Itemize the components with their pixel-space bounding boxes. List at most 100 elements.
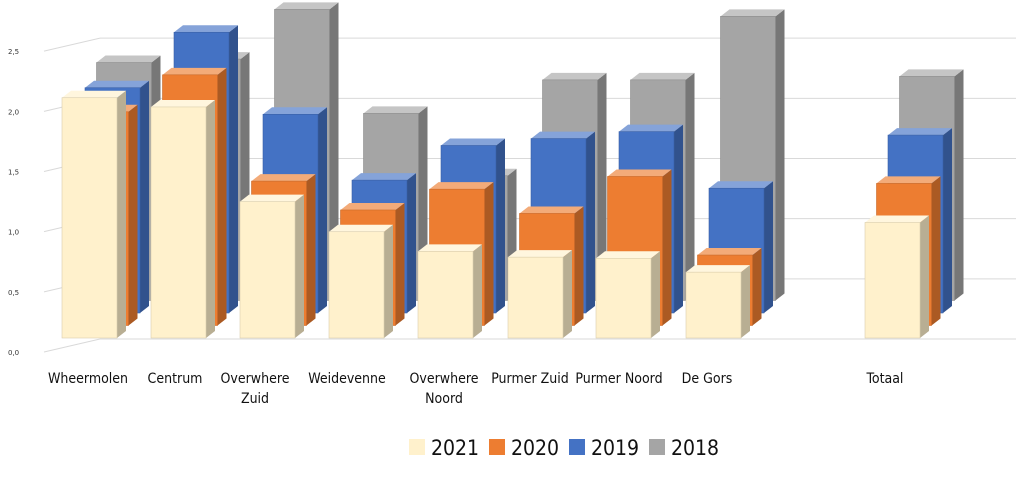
bar-2021-0 bbox=[61, 90, 126, 339]
bar-2021-7 bbox=[685, 265, 750, 339]
x-category-label: De Gors bbox=[682, 371, 733, 387]
bar-front bbox=[61, 97, 118, 339]
bar-side bbox=[662, 169, 672, 326]
x-category-label-line: Noord bbox=[425, 391, 463, 407]
x-category-label-line: Wheermolen bbox=[48, 371, 128, 387]
gridline-diagonal bbox=[43, 37, 101, 52]
bar-top bbox=[888, 128, 952, 136]
bar-top bbox=[151, 99, 215, 107]
x-category-label: Overwhere Noord bbox=[410, 371, 479, 407]
bar-2021-8 bbox=[864, 215, 929, 339]
bar-front bbox=[685, 271, 742, 339]
bar-top bbox=[85, 80, 149, 88]
bar-2021-2 bbox=[239, 194, 304, 339]
legend-label: 2019 bbox=[591, 436, 639, 460]
bar-side bbox=[473, 244, 482, 338]
bar-2021-4 bbox=[417, 244, 482, 339]
bar-side bbox=[651, 251, 660, 338]
bar-top bbox=[340, 202, 405, 210]
bar-top bbox=[240, 194, 304, 202]
bar-side bbox=[318, 107, 327, 313]
bar-side bbox=[674, 124, 683, 313]
x-category-label-line: Overwhere bbox=[221, 371, 290, 387]
bar-top bbox=[508, 250, 572, 258]
bar-top bbox=[607, 169, 672, 177]
legend-label: 2020 bbox=[511, 436, 559, 460]
y-tick-label: 1,0 bbox=[8, 229, 19, 237]
bar-front bbox=[417, 251, 474, 339]
bar-front bbox=[239, 201, 296, 339]
bar-side bbox=[295, 194, 304, 338]
x-category-label-line: Centrum bbox=[148, 371, 203, 387]
bar-side bbox=[496, 138, 505, 313]
x-category-label: Centrum bbox=[148, 371, 203, 387]
legend-item-2020: 2020 bbox=[489, 436, 559, 460]
bar-side bbox=[586, 131, 595, 313]
bar-top bbox=[96, 55, 161, 63]
legend-swatch bbox=[569, 439, 585, 455]
y-tick-label: 2,0 bbox=[8, 108, 19, 116]
x-category-label: Wheermolen bbox=[48, 371, 128, 387]
bar-front bbox=[864, 222, 921, 339]
bar-top bbox=[441, 138, 505, 146]
bar-side bbox=[752, 248, 762, 326]
bar-side bbox=[574, 206, 584, 326]
bar-side bbox=[943, 128, 952, 313]
x-category-label-line: De Gors bbox=[682, 371, 733, 387]
bar-side bbox=[597, 72, 607, 301]
bar-top bbox=[174, 25, 238, 33]
x-category-label-line: Purmer Zuid bbox=[491, 371, 569, 387]
bar-top bbox=[697, 248, 762, 256]
bar-top bbox=[899, 69, 964, 77]
x-category-label: Weidevenne bbox=[308, 371, 386, 387]
bar-2021-3 bbox=[328, 224, 393, 339]
legend-item-2019: 2019 bbox=[569, 436, 639, 460]
bar-top bbox=[251, 174, 316, 182]
bar-top bbox=[263, 107, 327, 115]
bar-2021-1 bbox=[150, 99, 215, 339]
bar-side bbox=[484, 182, 494, 326]
y-tick-label: 1,5 bbox=[8, 169, 19, 177]
bar-side bbox=[775, 9, 785, 301]
bar-side bbox=[128, 104, 138, 326]
y-axis-ticks: 0,00,51,01,52,02,53,0 bbox=[8, 48, 19, 357]
legend-swatch bbox=[489, 439, 505, 455]
bar-2021-6 bbox=[595, 251, 660, 339]
bar-top bbox=[596, 251, 660, 259]
bar-top bbox=[418, 244, 482, 252]
x-category-label: Overwhere Zuid bbox=[221, 371, 290, 407]
bar-top bbox=[876, 176, 941, 184]
bar-top bbox=[531, 131, 595, 139]
y-tick-label: 2,5 bbox=[8, 48, 19, 56]
x-category-label-line: Overwhere bbox=[410, 371, 479, 387]
legend-swatch bbox=[409, 439, 425, 455]
bar-top bbox=[720, 9, 785, 17]
legend-label: 2018 bbox=[671, 436, 719, 460]
bar-top bbox=[162, 67, 227, 75]
bars bbox=[61, 2, 964, 339]
bar-2021-5 bbox=[507, 250, 572, 339]
bar-side bbox=[764, 181, 773, 313]
legend-item-2021: 2021 bbox=[409, 436, 479, 460]
bar-top bbox=[274, 2, 339, 10]
bar-side bbox=[563, 250, 572, 338]
category-labels: Wheermolen Centrum Overwhere Zuid Weidevenne… bbox=[48, 371, 903, 407]
bar-side bbox=[306, 174, 316, 326]
bar-top bbox=[686, 265, 750, 273]
legend: 2021 2020 2019 2018 bbox=[409, 436, 719, 460]
bar-top bbox=[865, 215, 929, 223]
bar-front bbox=[595, 257, 652, 339]
bar-side bbox=[395, 202, 405, 326]
gridline-diagonal bbox=[43, 338, 101, 353]
bar-top bbox=[619, 124, 683, 132]
bar-front bbox=[150, 106, 207, 339]
bar-side bbox=[920, 215, 929, 338]
bar-top bbox=[363, 106, 428, 114]
legend-label: 2021 bbox=[431, 436, 479, 460]
bar-top bbox=[542, 72, 607, 80]
bar-top bbox=[519, 206, 584, 214]
bar-side bbox=[954, 69, 964, 301]
y-tick-label: 0,5 bbox=[8, 289, 19, 297]
bar-side bbox=[329, 2, 339, 301]
x-category-label-line: Weidevenne bbox=[308, 371, 386, 387]
